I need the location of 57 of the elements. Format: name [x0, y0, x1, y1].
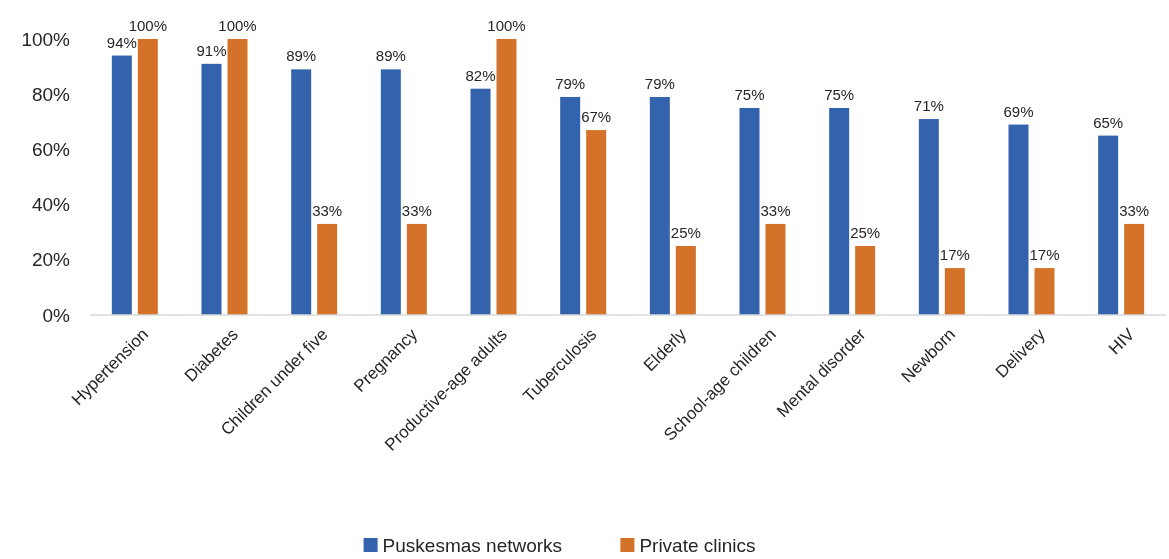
data-label: 33%	[760, 201, 791, 219]
bar	[317, 223, 338, 315]
y-tick-label: 0%	[42, 304, 71, 326]
bar	[406, 223, 427, 315]
bar	[470, 88, 491, 315]
data-label: 89%	[375, 47, 406, 65]
bar	[227, 39, 248, 315]
bar	[586, 130, 607, 315]
data-label: 100%	[487, 17, 526, 34]
data-label: 67%	[581, 108, 612, 126]
data-label: 100%	[128, 17, 168, 34]
data-label: 94%	[106, 33, 137, 51]
y-tick-label: 60%	[31, 139, 71, 161]
bar	[829, 108, 850, 315]
bar	[855, 246, 876, 315]
data-label: 79%	[644, 74, 675, 92]
data-label: 69%	[1003, 102, 1034, 120]
bar	[1008, 124, 1029, 315]
y-tick-label: 40%	[31, 194, 71, 216]
bar	[765, 223, 786, 315]
y-tick-label: 20%	[31, 249, 71, 271]
legend-label: Private clinics	[639, 534, 756, 556]
data-label: 100%	[218, 17, 257, 34]
data-label: 25%	[670, 224, 701, 241]
bar	[918, 119, 939, 315]
bar	[675, 246, 696, 315]
data-label: 17%	[939, 246, 970, 264]
bar	[649, 96, 670, 315]
data-label: 91%	[196, 41, 227, 59]
bar	[201, 63, 222, 315]
bar	[137, 39, 158, 315]
bar	[380, 69, 401, 315]
data-label: 33%	[312, 201, 343, 219]
data-label: 82%	[465, 66, 496, 84]
data-label: 79%	[555, 74, 586, 92]
y-tick-label: 100%	[21, 28, 71, 50]
data-label: 75%	[734, 86, 765, 103]
data-label: 33%	[1119, 201, 1150, 219]
bar	[739, 108, 760, 315]
data-label: 25%	[850, 224, 881, 241]
bar	[1124, 223, 1145, 315]
y-tick-label: 80%	[31, 83, 71, 105]
bar	[560, 96, 581, 315]
data-label: 17%	[1029, 246, 1060, 264]
data-label: 75%	[824, 86, 855, 103]
x-tick-label: HIV	[1104, 324, 1139, 359]
bar	[944, 268, 965, 315]
data-label: 71%	[913, 97, 944, 115]
bar	[1098, 135, 1119, 315]
bar	[1034, 268, 1055, 315]
data-label: 65%	[1093, 113, 1124, 131]
bar	[496, 39, 517, 315]
data-label: 33%	[401, 201, 432, 219]
bar	[111, 55, 132, 315]
bar	[291, 69, 312, 315]
legend-label: Puskesmas networks	[382, 534, 563, 556]
data-label: 89%	[286, 47, 317, 65]
